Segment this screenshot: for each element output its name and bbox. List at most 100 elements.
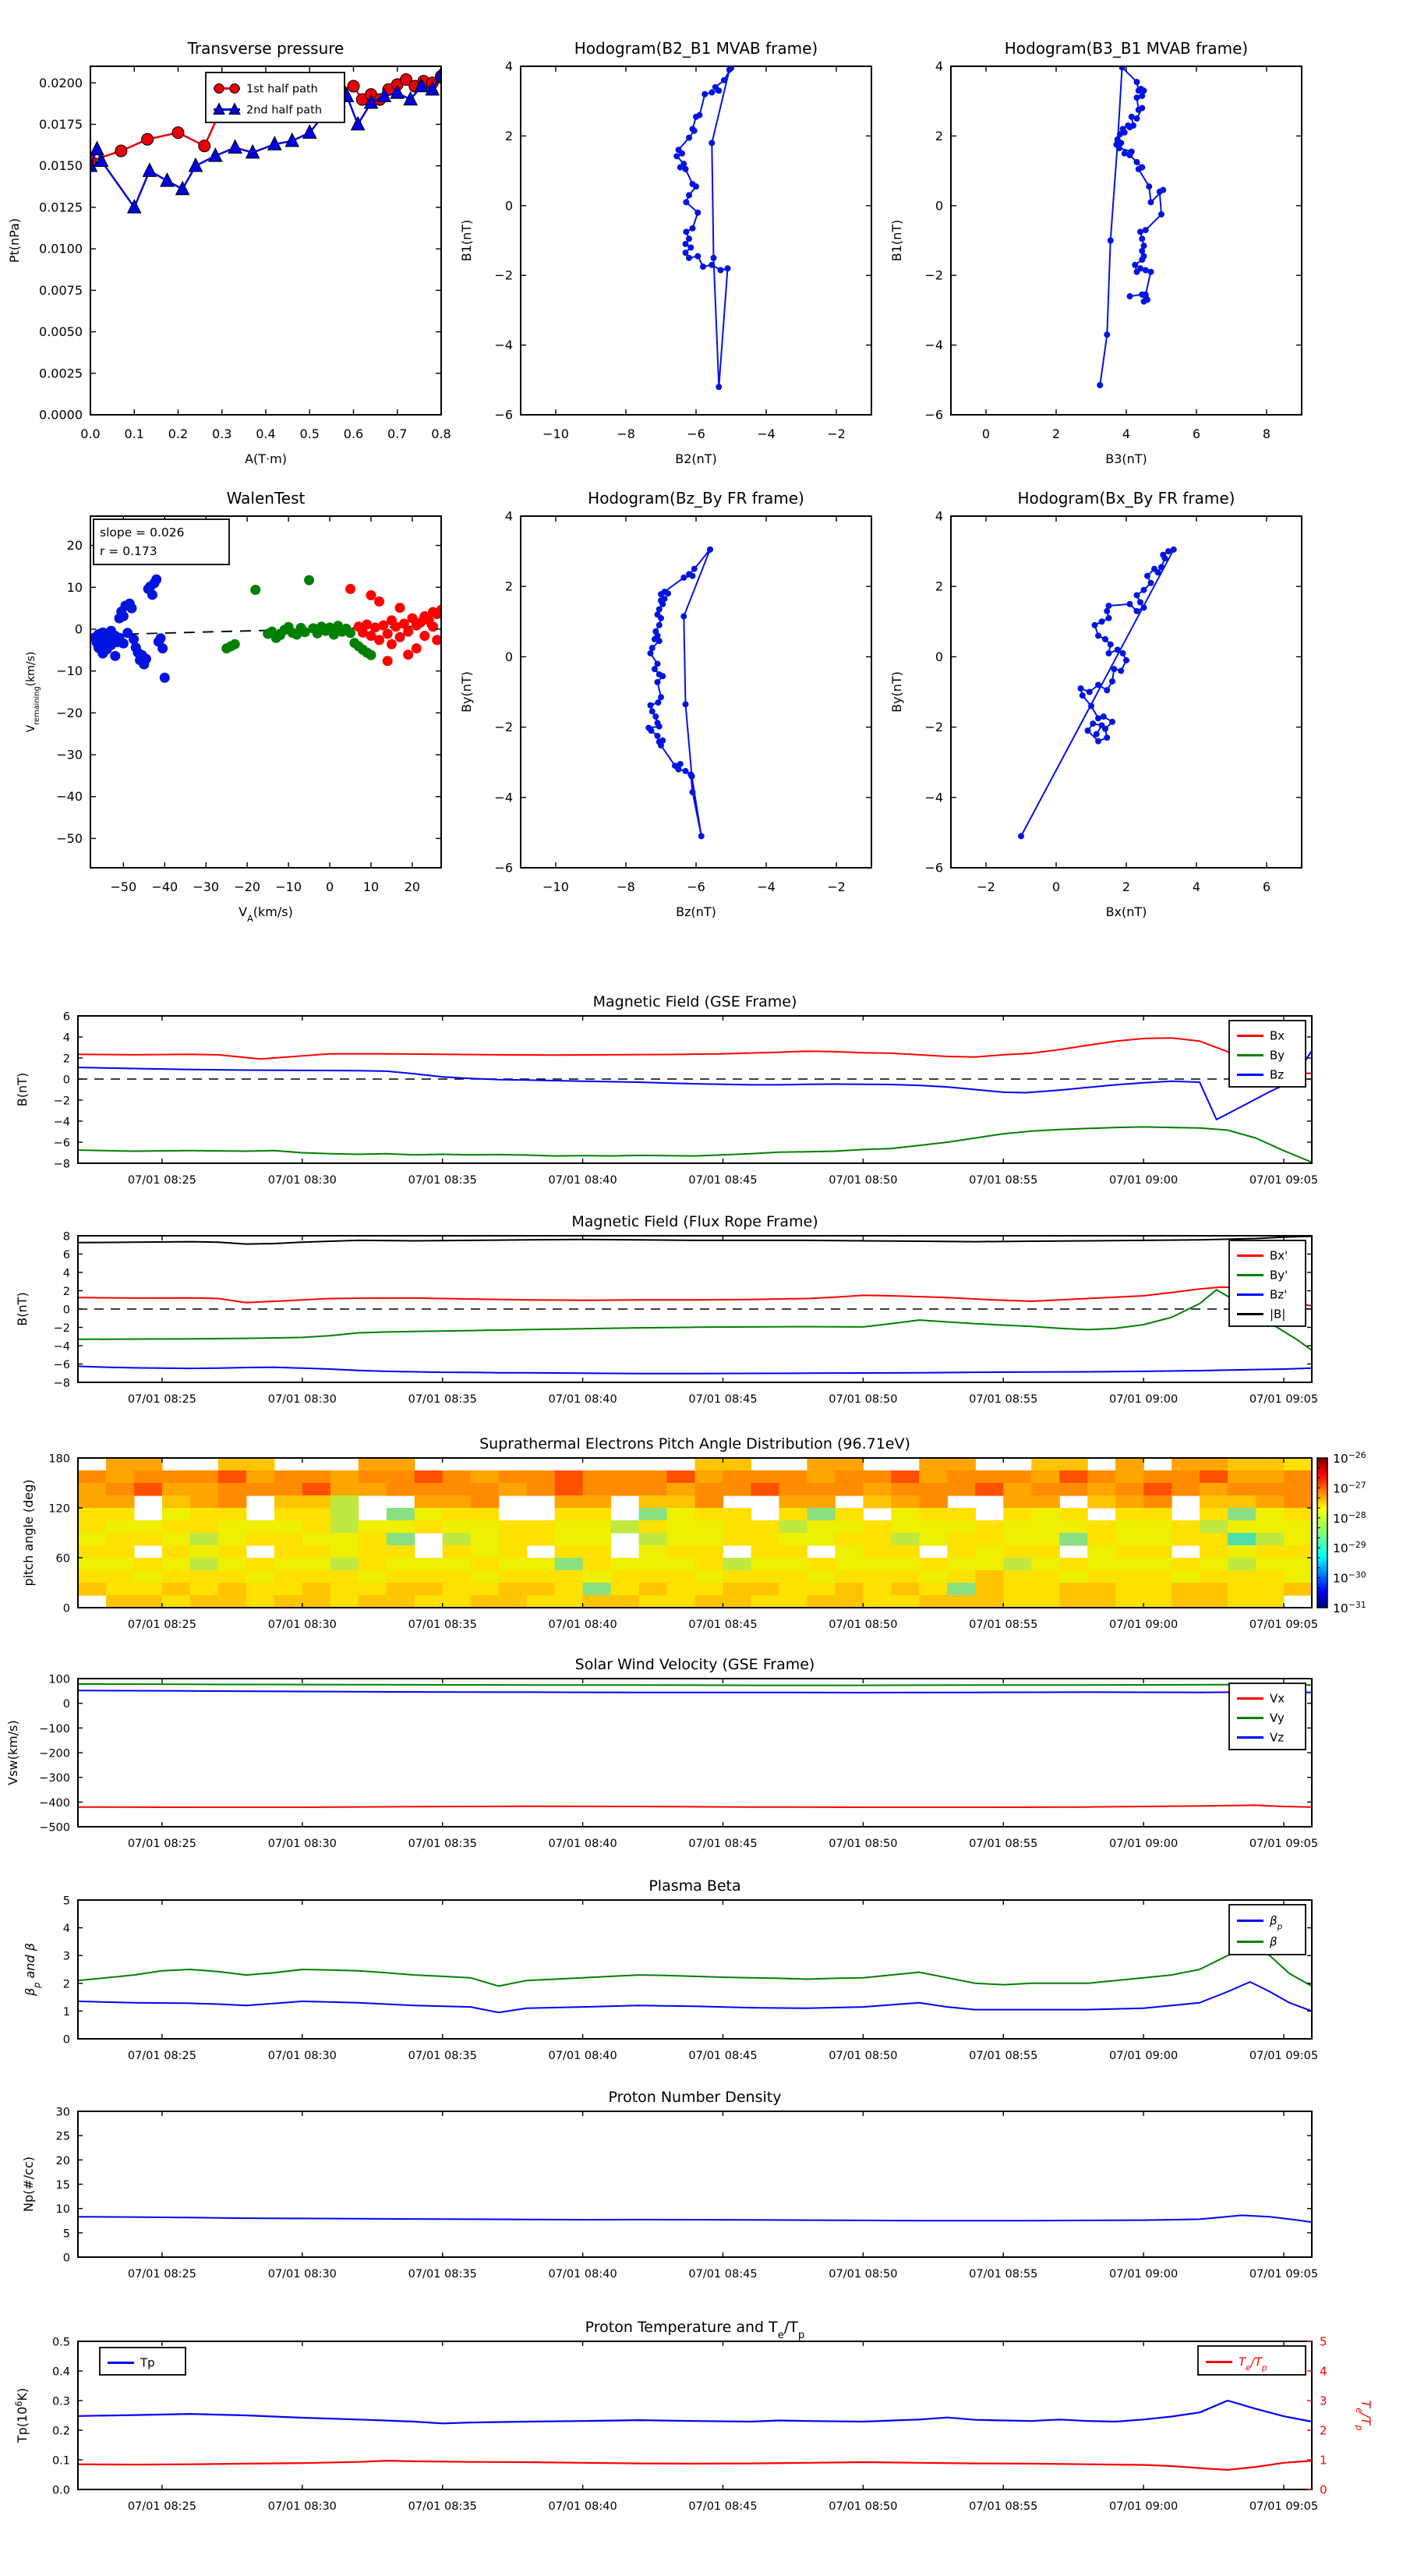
- svg-text:−10: −10: [275, 879, 302, 894]
- svg-text:Bx: Bx: [1270, 1029, 1285, 1043]
- svg-text:0.0: 0.0: [52, 2485, 70, 2497]
- svg-text:0.4: 0.4: [52, 2366, 70, 2379]
- svg-text:4: 4: [1193, 879, 1200, 894]
- axes-box: [77, 1015, 1313, 1164]
- svg-text:07/01 08:30: 07/01 08:30: [268, 1838, 337, 1850]
- svg-text:slope = 0.026: slope = 0.026: [100, 525, 184, 540]
- series-Bz': [78, 1365, 1312, 1375]
- svg-text:0: 0: [63, 1304, 70, 1317]
- svg-text:0: 0: [505, 198, 513, 213]
- svg-text:0: 0: [1320, 2483, 1327, 2497]
- svg-text:07/01 08:45: 07/01 08:45: [688, 1619, 757, 1631]
- svg-text:0.1: 0.1: [125, 426, 144, 441]
- svg-text:07/01 09:05: 07/01 09:05: [1249, 1174, 1318, 1187]
- svg-text:B3(nT): B3(nT): [1105, 451, 1147, 466]
- svg-text:2: 2: [1122, 879, 1130, 894]
- svg-text:1: 1: [1320, 2454, 1327, 2468]
- svg-text:07/01 09:05: 07/01 09:05: [1249, 1393, 1318, 1406]
- svg-text:−40: −40: [151, 879, 178, 894]
- svg-text:0: 0: [505, 649, 513, 664]
- series-beta: [78, 1944, 1312, 1987]
- heatmap-cells: [78, 1458, 1312, 1608]
- svg-text:5: 5: [63, 2227, 70, 2240]
- svg-text:Hodogram(B2_B1 MVAB frame): Hodogram(B2_B1 MVAB frame): [574, 39, 818, 58]
- svg-text:10−26: 10−26: [1333, 1450, 1366, 1467]
- svg-text:Proton Temperature and Te/Tp: Proton Temperature and Te/Tp: [585, 2319, 805, 2341]
- svg-text:−6: −6: [54, 1359, 70, 1371]
- svg-text:6: 6: [1263, 879, 1270, 894]
- svg-text:07/01 09:05: 07/01 09:05: [1249, 1619, 1318, 1631]
- svg-text:−2: −2: [827, 426, 846, 441]
- svg-text:07/01 08:40: 07/01 08:40: [548, 1838, 617, 1850]
- svg-text:07/01 09:00: 07/01 09:00: [1109, 1619, 1178, 1631]
- svg-text:pitch angle (deg): pitch angle (deg): [21, 1479, 36, 1586]
- svg-text:6: 6: [63, 1249, 70, 1261]
- svg-text:Np(#/cc): Np(#/cc): [21, 2157, 36, 2212]
- svg-text:Bx(nT): Bx(nT): [1106, 904, 1147, 919]
- svg-text:−2: −2: [924, 268, 943, 283]
- svg-text:07/01 08:50: 07/01 08:50: [829, 2050, 897, 2062]
- svg-text:−2: −2: [494, 720, 513, 734]
- svg-text:−2: −2: [924, 720, 943, 734]
- svg-text:−6: −6: [924, 408, 943, 423]
- svg-text:07/01 08:45: 07/01 08:45: [688, 1838, 757, 1850]
- svg-text:Vx: Vx: [1270, 1692, 1285, 1706]
- svg-text:Hodogram(Bx_By FR frame): Hodogram(Bx_By FR frame): [1017, 489, 1235, 508]
- svg-text:8: 8: [1263, 426, 1270, 441]
- svg-text:A(T·m): A(T·m): [245, 451, 287, 466]
- plasma-beta: 07/01 08:25 07/01 08:30 07/01 08:35 07/01 0…: [23, 1877, 1318, 2062]
- svg-text:0.0125: 0.0125: [39, 200, 83, 214]
- svg-text:4: 4: [935, 59, 943, 74]
- series-B2-B1 path: [676, 67, 732, 388]
- svg-text:6: 6: [1193, 426, 1200, 441]
- svg-text:07/01 08:45: 07/01 08:45: [688, 1174, 757, 1187]
- svg-text:Bz(nT): Bz(nT): [676, 904, 716, 919]
- svg-text:|B|: |B|: [1270, 1307, 1285, 1322]
- svg-text:Magnetic Field (GSE Frame): Magnetic Field (GSE Frame): [593, 993, 797, 1010]
- svg-text:07/01 08:55: 07/01 08:55: [969, 1174, 1037, 1187]
- svg-text:07/01 09:00: 07/01 09:00: [1109, 2050, 1178, 2062]
- hodogram-b2-b1: −10 −8 −6 −4 −2 −6 −4 −2 0 2 4 Hodogram(B2_B1 MVAB …: [459, 39, 872, 466]
- svg-text:0: 0: [982, 426, 990, 441]
- svg-text:100: 100: [48, 1674, 70, 1686]
- svg-text:180: 180: [48, 1453, 70, 1466]
- svg-text:−2: −2: [977, 879, 995, 894]
- svg-text:2: 2: [935, 129, 943, 143]
- svg-text:07/01 08:50: 07/01 08:50: [829, 1174, 897, 1187]
- series-Np: [78, 2214, 1312, 2224]
- hodogram-bx-by: −2 0 2 4 6 −6 −4 −2 0 2 4 Hodogram(Bx_By FR frame) B…: [889, 489, 1302, 919]
- axes-box: [950, 515, 1302, 869]
- series-Bz: [78, 1050, 1312, 1120]
- svg-text:−6: −6: [494, 408, 513, 423]
- pitch-angle-spectrogram: 07/01 08:25 07/01 08:30 07/01 08:35 07/01 0…: [21, 1435, 1366, 1631]
- svg-text:20: 20: [56, 2155, 70, 2167]
- svg-text:By: By: [1270, 1049, 1285, 1063]
- svg-text:07/01 08:30: 07/01 08:30: [268, 2268, 337, 2281]
- solar-wind-velocity: 07/01 08:25 07/01 08:30 07/01 08:35 07/01 0…: [5, 1656, 1318, 1850]
- series-beta-p: [78, 1981, 1312, 2014]
- svg-text:r = 0.173: r = 0.173: [100, 544, 157, 558]
- svg-text:07/01 08:40: 07/01 08:40: [548, 1393, 617, 1406]
- svg-text:4: 4: [63, 1032, 70, 1045]
- svg-text:07/01 08:45: 07/01 08:45: [688, 2050, 757, 2062]
- svg-text:07/01 08:35: 07/01 08:35: [408, 2050, 477, 2062]
- svg-text:10−29: 10−29: [1333, 1540, 1366, 1556]
- svg-text:0.1: 0.1: [52, 2455, 70, 2468]
- svg-text:07/01 09:00: 07/01 09:00: [1109, 2500, 1178, 2513]
- svg-text:07/01 08:35: 07/01 08:35: [408, 2500, 477, 2513]
- svg-text:−2: −2: [827, 879, 846, 894]
- svg-text:07/01 08:50: 07/01 08:50: [829, 2500, 897, 2513]
- svg-text:0.5: 0.5: [300, 426, 320, 441]
- legend-box: [99, 2347, 186, 2376]
- svg-text:4: 4: [63, 1923, 70, 1935]
- svg-text:By(nT): By(nT): [889, 671, 904, 713]
- svg-text:07/01 08:35: 07/01 08:35: [408, 1619, 477, 1631]
- svg-text:0.0: 0.0: [80, 426, 100, 441]
- svg-text:Plasma Beta: Plasma Beta: [648, 1877, 740, 1895]
- series-By: [78, 1126, 1312, 1163]
- hodogram-b3-b1: 0 2 4 6 8 −6 −4 −2 0 2 4 Hodogram(B3_B1 MVAB frame)…: [889, 39, 1302, 466]
- svg-text:Solar Wind Velocity (GSE Frame: Solar Wind Velocity (GSE Frame): [575, 1656, 815, 1673]
- svg-text:4: 4: [935, 509, 943, 524]
- svg-text:8: 8: [63, 1231, 70, 1244]
